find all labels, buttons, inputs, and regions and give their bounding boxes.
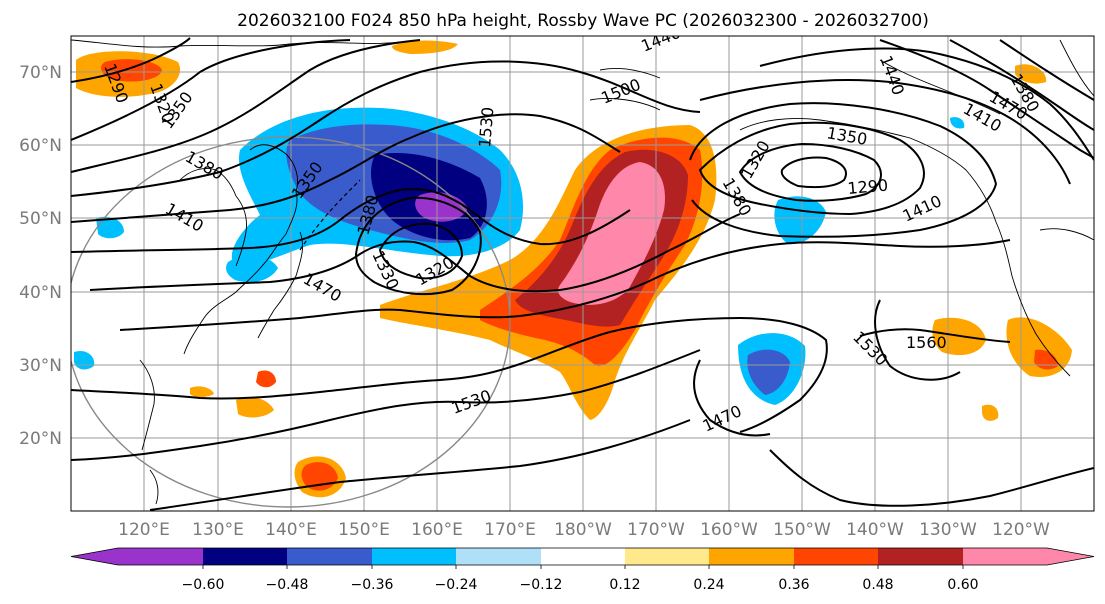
- colorbar-tick-label: −0.60: [182, 577, 225, 593]
- lon-label: 150°E: [338, 520, 390, 540]
- colorbar-tick-label: −0.48: [266, 577, 309, 593]
- colorbar-segment: [287, 548, 372, 565]
- positive-anomaly-subtropic: [236, 397, 274, 418]
- colorbar-tick-label: −0.12: [520, 577, 563, 593]
- reference-circle: [71, 136, 511, 508]
- lon-label: 160°E: [411, 520, 463, 540]
- lon-label: 130°W: [919, 520, 977, 540]
- lon-label: 160°W: [700, 520, 758, 540]
- lat-label: 60°N: [19, 136, 62, 156]
- positive-anomaly-ridge-core: [558, 162, 665, 305]
- colorbar-tick-label: 0.36: [778, 577, 809, 593]
- colorbar-tick-label: 0.48: [862, 577, 893, 593]
- positive-anomaly-small-4: [1015, 64, 1047, 84]
- dashed-trough-axis: [299, 179, 361, 251]
- colorbar-segment: [203, 548, 287, 565]
- lon-label: 170°W: [627, 520, 685, 540]
- lat-label: 20°N: [19, 429, 62, 449]
- lat-label: 30°N: [19, 356, 62, 376]
- colorbar-tick-label: −0.24: [435, 577, 478, 593]
- height-contours: [71, 37, 1094, 511]
- lon-label: 140°W: [846, 520, 904, 540]
- lon-label: 180°W: [554, 520, 612, 540]
- contour-label: 1290: [847, 176, 889, 198]
- colorbar-tick-labels: −0.60 −0.48 −0.36 −0.24 −0.12 0.12 0.24 …: [182, 577, 979, 593]
- positive-anomaly-small-red: [256, 370, 276, 388]
- contour-label: 1560: [906, 333, 947, 352]
- colorbar-segment: [456, 548, 541, 565]
- colorbar-tick-label: 0.60: [947, 577, 978, 593]
- lon-label: 170°E: [484, 520, 536, 540]
- lon-label: 150°W: [773, 520, 831, 540]
- figure-title: 2026032100 F024 850 hPa height, Rossby W…: [237, 11, 929, 31]
- colorbar-extend-min: [71, 548, 118, 565]
- positive-anomaly-small-2: [190, 386, 214, 397]
- negative-anomaly-hawaii-core: [747, 349, 790, 395]
- negative-anomaly-west: [96, 216, 124, 239]
- colorbar-segment: [372, 548, 456, 565]
- lat-label: 50°N: [19, 209, 62, 229]
- lon-label: 120°E: [118, 520, 170, 540]
- latitude-labels: 70°N 60°N 50°N 40°N 30°N 20°N: [19, 63, 62, 449]
- colorbar: [70, 547, 1095, 569]
- colorbar-segment: [625, 548, 709, 565]
- lon-label: 130°E: [192, 520, 244, 540]
- lon-label: 120°W: [992, 520, 1050, 540]
- colorbar-segment: [794, 548, 878, 565]
- map-frame: [70, 35, 1095, 512]
- colorbar-segment: [709, 548, 794, 565]
- contour-label: 1530: [475, 106, 497, 148]
- colorbar-extend-max: [1047, 548, 1094, 565]
- lat-label: 70°N: [19, 63, 62, 83]
- colorbar-tick-label: 0.24: [693, 577, 724, 593]
- positive-anomaly-nw-core: [101, 59, 162, 82]
- colorbar-segment: [118, 548, 203, 565]
- lat-label: 40°N: [19, 283, 62, 303]
- positive-anomaly-north-center: [392, 40, 458, 54]
- colorbar-tick-label: 0.12: [609, 577, 640, 593]
- coastlines: [71, 39, 1094, 505]
- lon-label: 140°E: [265, 520, 317, 540]
- positive-anomaly-small-3: [982, 404, 999, 421]
- longitude-labels: 120°E 130°E 140°E 150°E 160°E 170°E 180°…: [118, 520, 1050, 540]
- colorbar-segment: [878, 548, 963, 565]
- colorbar-tick-label: −0.36: [351, 577, 394, 593]
- colorbar-outline: [70, 547, 1095, 566]
- colorbar-segment: [963, 548, 1047, 565]
- map-panel: 1440 1440 1290 1320 1350 1380 1410 1350 …: [70, 35, 1095, 512]
- colorbar-segment: [541, 548, 625, 565]
- negative-anomaly-alaska-small: [950, 117, 965, 129]
